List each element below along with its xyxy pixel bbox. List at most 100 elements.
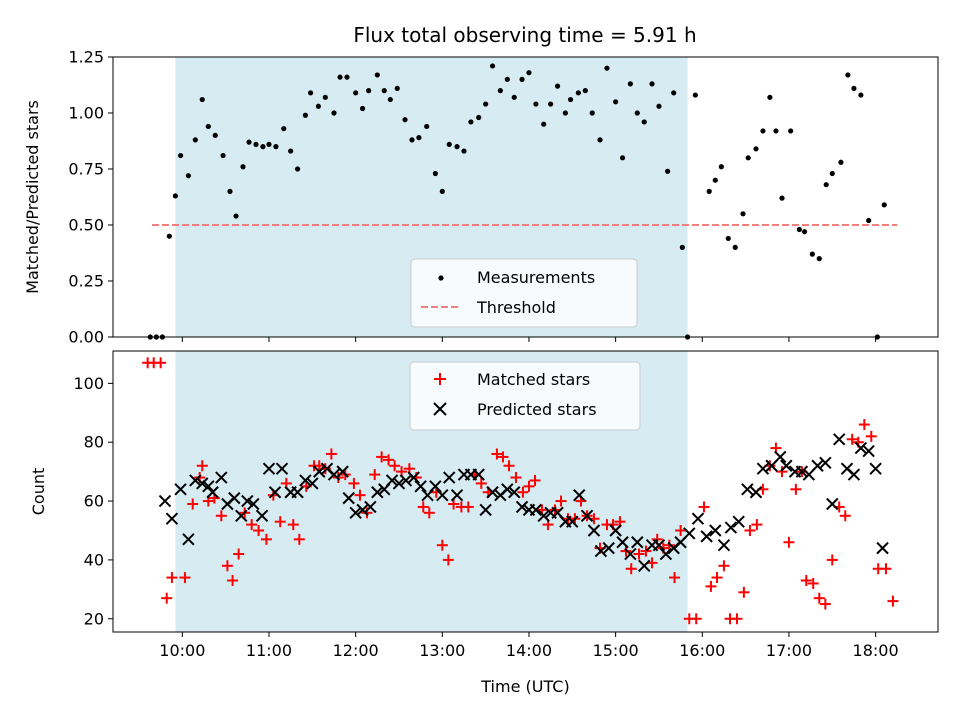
matched-star-point	[462, 501, 474, 513]
measurement-point	[541, 121, 547, 127]
measurement-point	[322, 94, 328, 100]
predicted-star-point	[486, 486, 499, 499]
measurement-point	[627, 81, 633, 87]
measurement-point	[801, 229, 808, 235]
matched-star-point	[517, 486, 529, 498]
matched-star-point	[448, 498, 460, 510]
matched-star-point	[436, 539, 448, 551]
bottom-ytick-label: 60	[84, 492, 104, 511]
matched-star-point	[718, 560, 730, 572]
matched-star-point	[625, 563, 637, 575]
predicted-star-point	[182, 533, 195, 546]
measurement-point	[294, 166, 301, 172]
predicted-star-point	[202, 480, 215, 493]
predicted-star-point	[313, 465, 326, 478]
measurement-point	[740, 211, 746, 217]
measurement-point	[823, 182, 829, 188]
matched-star-point	[711, 572, 723, 584]
measurement-point	[634, 110, 640, 116]
top-panel: 0.00 0.25 0.50 0.75 1.00 1.25 Matched/Predict…	[23, 48, 939, 347]
top-plot-frame	[112, 56, 939, 338]
measurement-point	[315, 103, 321, 109]
measurement-point	[845, 72, 851, 78]
bottom-ytick-label: 80	[84, 433, 104, 452]
matched-star-point	[783, 536, 795, 548]
measurement-point	[767, 94, 773, 100]
measurement-point	[409, 137, 415, 143]
measurement-point	[851, 85, 857, 91]
xtick-label: 14:00	[506, 641, 552, 660]
predicted-star-point	[847, 468, 861, 481]
measurement-point	[220, 152, 226, 159]
top-ytick-label: 0.00	[68, 328, 104, 347]
predicted-star-point	[749, 486, 763, 499]
measurement-point	[424, 123, 430, 130]
measurement-point	[504, 76, 510, 82]
matched-star-point	[155, 357, 167, 369]
measurement-point	[273, 144, 279, 150]
matched-star-point	[215, 510, 227, 522]
predicted-star-point	[515, 500, 529, 514]
predicted-star-point	[429, 480, 442, 493]
predicted-star-point	[364, 500, 377, 514]
matched-star-point	[705, 580, 717, 592]
measurement-point	[753, 146, 759, 152]
measurement-point	[185, 173, 191, 179]
measurement-point	[260, 144, 266, 150]
predicted-star-point	[327, 468, 341, 481]
predicted-star-point	[407, 471, 420, 484]
top-y-axis-label: Matched/Predicted stars	[23, 100, 42, 294]
top-ytick-label: 0.75	[68, 160, 104, 179]
predicted-star-point	[262, 462, 276, 475]
measurement-point	[344, 74, 350, 80]
predicted-star-point	[472, 468, 485, 481]
predicted-star-point	[631, 536, 644, 549]
measurement-point	[829, 170, 835, 177]
measurement-point	[838, 159, 844, 165]
predicted-star-point	[392, 477, 406, 490]
predicted-star-point	[587, 524, 601, 537]
measurement-point	[613, 99, 619, 105]
matched-star-point	[376, 451, 388, 463]
measurement-point	[671, 90, 677, 96]
predicted-star-point	[342, 491, 355, 505]
measurement-point	[809, 251, 815, 257]
matched-star-point	[510, 472, 522, 484]
measurement-point	[706, 188, 712, 194]
bottom-legend: Matched stars Predicted stars	[409, 361, 641, 431]
measurement-point	[212, 132, 218, 138]
predicted-star-point	[206, 486, 219, 499]
measurement-point	[439, 188, 445, 194]
predicted-star-point	[479, 503, 492, 517]
predicted-star-point	[811, 459, 824, 472]
measurement-point	[816, 256, 822, 262]
predicted-star-point	[638, 559, 651, 573]
measurement-point	[773, 128, 779, 134]
measurement-point	[562, 110, 568, 116]
matched-star-point	[227, 575, 239, 587]
xtick-label: 11:00	[246, 641, 292, 660]
bottom-plot-frame	[112, 350, 939, 633]
measurement-point	[745, 155, 751, 161]
measurement-point	[353, 90, 359, 96]
matched-star-point	[287, 519, 299, 531]
matched-star-point	[503, 460, 515, 472]
matched-star-point	[633, 548, 645, 560]
measurement-point	[246, 139, 252, 145]
predicted-star-point	[566, 515, 579, 528]
matched-star-point	[260, 533, 272, 545]
top-ytick-label: 0.25	[68, 272, 104, 291]
chart-title: Flux total observing time = 5.91 h	[353, 23, 696, 47]
measurement-point	[796, 226, 802, 233]
measurement-point	[177, 152, 184, 159]
predicted-star-point	[399, 474, 413, 487]
matched-star-point	[423, 507, 435, 519]
matched-star-point	[497, 451, 509, 463]
measurement-point	[760, 128, 766, 134]
matched-star-point	[475, 477, 487, 489]
measurement-point	[240, 164, 246, 170]
predicted-star-point	[501, 483, 514, 496]
predicted-star-point	[414, 480, 427, 493]
top-ytick-label: 1.25	[68, 48, 104, 67]
top-ytick-label: 0.50	[68, 216, 104, 235]
